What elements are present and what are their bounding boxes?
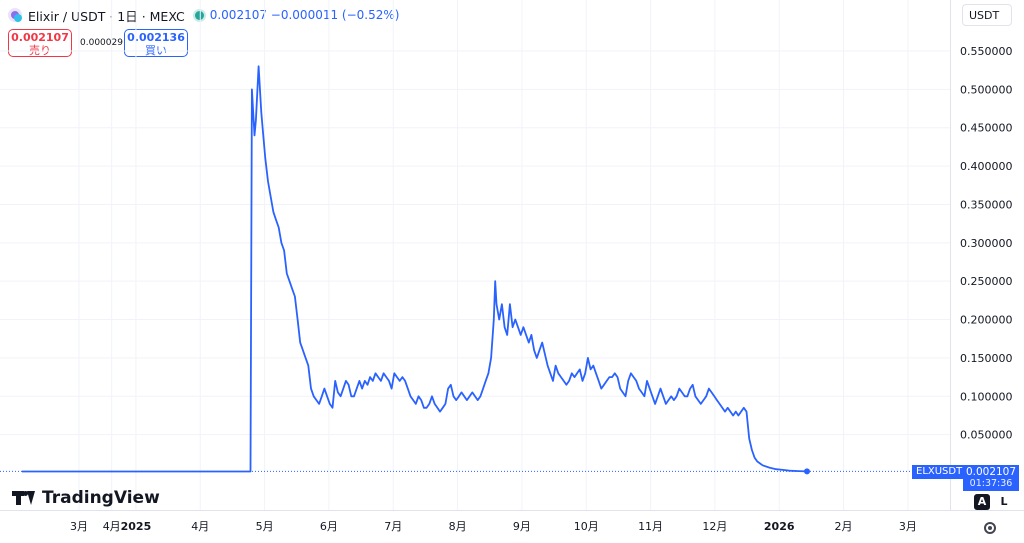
buy-button[interactable]: 0.002136 買い [124, 29, 188, 57]
bar-countdown: 01:37:36 [969, 478, 1013, 489]
price-axis-divider [950, 0, 951, 510]
buy-price: 0.002136 [127, 31, 185, 44]
x-tick-label: 2026 [764, 520, 795, 533]
tradingview-mark-icon [12, 491, 36, 505]
x-tick-label: 11月 [638, 520, 663, 533]
tradingview-wordmark: TradingView [42, 488, 160, 508]
x-tick-label: 3月 [70, 520, 88, 533]
x-tick-label: 7月 [384, 520, 402, 533]
y-tick-label: 0.400000 [960, 160, 1013, 173]
y-tick-label: 0.050000 [960, 429, 1013, 442]
last-price-label: 0.002107 01:37:36 [963, 465, 1019, 491]
y-tick-label: 0.100000 [960, 390, 1013, 403]
x-tick-label: 5月 [256, 520, 274, 533]
settings-gear-icon[interactable] [984, 522, 996, 534]
last-price-value: 0.002107 [965, 466, 1017, 478]
elixir-logo-icon [8, 8, 22, 22]
x-tick-label: 10月 [574, 520, 599, 533]
last-symbol-label: ELXUSDT [912, 465, 967, 479]
y-tick-label: 0.450000 [960, 122, 1013, 135]
y-tick-label: 0.550000 [960, 45, 1013, 58]
spread-value: 0.000029 [80, 38, 123, 48]
x-tick-label: 8月 [449, 520, 467, 533]
y-tick-label: 0.350000 [960, 198, 1013, 211]
last-point [804, 468, 810, 475]
x-tick-label: 2025 [121, 520, 152, 533]
symbol-title[interactable]: Elixir / USDT · 1日 · MEXC [28, 8, 185, 24]
chart-header: Elixir / USDT · 1日 · MEXC 0.002107 −0.00… [8, 5, 399, 25]
sell-price: 0.002107 [11, 31, 69, 44]
y-tick-label: 0.500000 [960, 83, 1013, 96]
series-line [22, 65, 808, 473]
x-tick-label: 6月 [320, 520, 338, 533]
y-tick-label: 0.300000 [960, 237, 1013, 250]
y-tick-label: 0.250000 [960, 275, 1013, 288]
currency-select[interactable]: USDT [962, 4, 1012, 26]
tradingview-logo[interactable]: TradingView [12, 488, 160, 508]
auto-scale-button[interactable]: A [974, 494, 990, 510]
log-scale-button[interactable]: L [1000, 495, 1008, 508]
x-tick-label: 12月 [702, 520, 727, 533]
x-tick-label: 2月 [835, 520, 853, 533]
price-change: 0.002107 −0.000011 (−0.52%) [209, 8, 400, 22]
y-tick-label: 0.150000 [960, 352, 1013, 365]
x-tick-label: 9月 [513, 520, 531, 533]
time-axis-divider [0, 510, 1024, 511]
x-tick-label: 3月 [899, 520, 917, 533]
x-tick-label: 4月 [103, 520, 121, 533]
y-tick-label: 0.200000 [960, 314, 1013, 327]
market-open-icon [194, 10, 204, 20]
x-tick-label: 4月 [191, 520, 209, 533]
